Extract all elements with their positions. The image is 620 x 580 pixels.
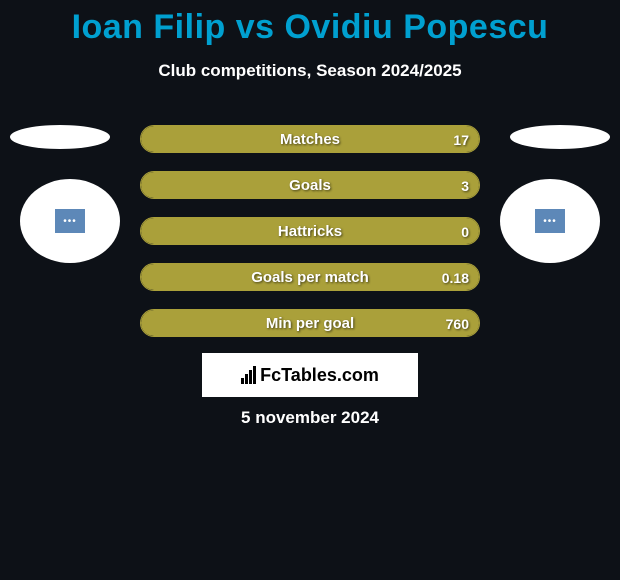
badge-placeholder-icon: ••• (535, 209, 565, 233)
brand-box: FcTables.com (202, 353, 418, 397)
stat-bar-value: 17 (453, 126, 469, 153)
stat-bar-label: Goals per match (141, 264, 479, 291)
stat-bar: Goals per match0.18 (140, 263, 480, 291)
stat-bar-value: 3 (461, 172, 469, 199)
stat-bar-label: Min per goal (141, 310, 479, 337)
stat-bar-label: Hattricks (141, 218, 479, 245)
stat-bar: Hattricks0 (140, 217, 480, 245)
stat-bar-value: 0.18 (442, 264, 469, 291)
date-text: 5 november 2024 (0, 408, 620, 428)
stat-bar-value: 0 (461, 218, 469, 245)
player-oval-right (510, 125, 610, 149)
stat-bar: Min per goal760 (140, 309, 480, 337)
page-title: Ioan Filip vs Ovidiu Popescu (0, 0, 620, 47)
stats-chart: Matches17 Goals3 Hattricks0 Goals per match… (140, 125, 480, 355)
bars-icon (241, 366, 256, 384)
page-subtitle: Club competitions, Season 2024/2025 (0, 47, 620, 81)
badge-placeholder-icon: ••• (55, 209, 85, 233)
stat-bar-label: Matches (141, 126, 479, 153)
stat-bar-value: 760 (446, 310, 469, 337)
player-badge-left: ••• (20, 179, 120, 263)
player-oval-left (10, 125, 110, 149)
brand-text: FcTables.com (260, 365, 379, 386)
stat-bar: Goals3 (140, 171, 480, 199)
stat-bar: Matches17 (140, 125, 480, 153)
stat-bar-label: Goals (141, 172, 479, 199)
player-badge-right: ••• (500, 179, 600, 263)
